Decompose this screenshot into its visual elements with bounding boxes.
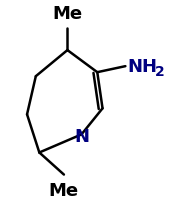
Text: Me: Me [52, 5, 82, 23]
Text: NH: NH [127, 58, 157, 76]
Text: N: N [74, 128, 89, 146]
Text: 2: 2 [155, 65, 165, 79]
Text: Me: Me [49, 181, 79, 199]
